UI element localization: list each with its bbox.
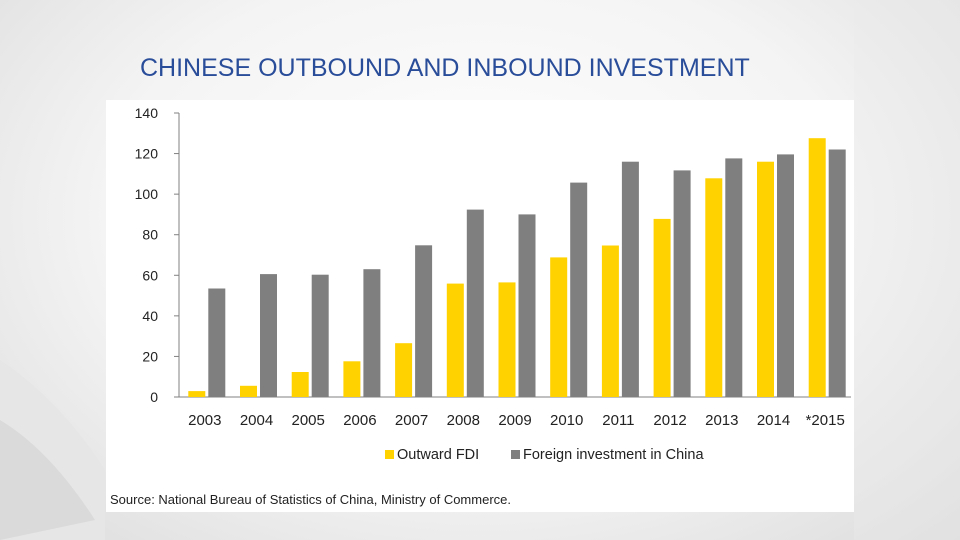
y-tick-label: 20 <box>142 348 158 364</box>
y-tick-label: 140 <box>135 105 159 121</box>
bar-chart: 0 20 40 60 80 100 120 140 2003 2004 2005 2006 2007 20… <box>135 105 851 463</box>
bar-outward-fdi <box>757 161 774 397</box>
bar-outward-fdi <box>498 282 516 397</box>
bar-foreign-investment <box>208 288 226 397</box>
x-tick-label: 2012 <box>653 412 686 429</box>
legend-swatch-foreign-investment <box>511 450 520 459</box>
bar-outward-fdi <box>395 343 413 397</box>
y-tick-label: 60 <box>142 267 158 283</box>
bar-foreign-investment <box>311 274 329 397</box>
x-tick-label: 2005 <box>292 412 325 429</box>
bar-foreign-investment <box>415 245 433 397</box>
bar-outward-fdi <box>446 283 464 397</box>
slide-title: CHINESE OUTBOUND AND INBOUND INVESTMENT <box>140 54 750 82</box>
bar-outward-fdi <box>550 257 568 397</box>
x-tick-label: 2008 <box>447 412 480 429</box>
x-tick-label: 2014 <box>757 412 790 429</box>
bar-foreign-investment <box>518 214 536 397</box>
x-tick-label: 2013 <box>705 412 738 429</box>
bar-foreign-investment <box>828 149 846 397</box>
y-tick-label: 40 <box>142 308 158 324</box>
source-note: Source: National Bureau of Statistics of… <box>110 492 511 507</box>
legend-swatch-outward-fdi <box>385 450 394 459</box>
bar-outward-fdi <box>291 372 309 397</box>
bar-foreign-investment <box>725 158 743 397</box>
y-tick-label: 80 <box>142 227 158 243</box>
bar-outward-fdi <box>240 385 257 397</box>
bar-foreign-investment <box>466 209 484 397</box>
x-tick-label: 2011 <box>602 412 634 429</box>
y-tick-label: 0 <box>150 389 158 405</box>
bar-outward-fdi <box>705 178 723 397</box>
x-tick-label: 2009 <box>498 412 531 429</box>
bg-swoosh-left-inner <box>0 420 95 540</box>
x-tick-label: 2004 <box>240 412 273 429</box>
x-tick-label: 2003 <box>188 412 221 429</box>
bar-outward-fdi <box>343 361 361 397</box>
bar-outward-fdi <box>808 138 826 397</box>
bar-foreign-investment <box>570 182 588 397</box>
bg-swoosh-left <box>0 360 105 540</box>
bg-right-band <box>854 0 960 540</box>
bar-foreign-investment <box>673 170 691 397</box>
legend-label-foreign-investment: Foreign investment in China <box>523 447 704 463</box>
y-tick-label: 120 <box>135 146 159 162</box>
chart-panel: 0 20 40 60 80 100 120 140 2003 2004 2005 2006 2007 20… <box>106 100 854 512</box>
bar-outward-fdi <box>601 245 619 397</box>
legend-label-outward-fdi: Outward FDI <box>397 447 479 463</box>
bar-foreign-investment <box>777 154 794 397</box>
bar-outward-fdi <box>653 218 671 397</box>
bar-foreign-investment <box>260 274 277 397</box>
bar-foreign-investment <box>363 269 381 397</box>
x-tick-label: *2015 <box>806 412 845 429</box>
x-tick-label: 2007 <box>395 412 428 429</box>
bar-outward-fdi <box>188 391 206 397</box>
y-tick-label: 100 <box>135 186 159 202</box>
x-tick-label: 2010 <box>550 412 583 429</box>
bar-foreign-investment <box>621 161 639 397</box>
x-tick-label: 2006 <box>343 412 376 429</box>
